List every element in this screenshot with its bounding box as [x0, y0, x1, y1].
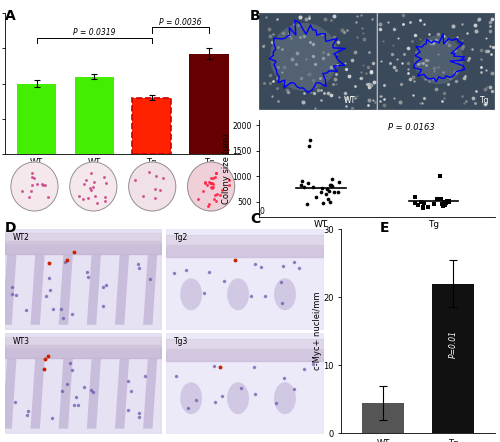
Bar [74, 76, 114, 154]
Point [417, 198, 425, 205]
Text: Tg2: Tg2 [174, 233, 188, 242]
Ellipse shape [180, 382, 202, 414]
Text: WT3: WT3 [13, 337, 30, 346]
Bar [362, 403, 404, 433]
Bar [432, 284, 474, 433]
Point [440, 198, 448, 205]
Bar [17, 84, 56, 154]
Point [302, 200, 310, 207]
Point [334, 188, 342, 195]
Point [440, 203, 448, 210]
Ellipse shape [414, 36, 463, 84]
Text: C: C [250, 212, 260, 226]
Circle shape [11, 162, 58, 211]
Point [420, 205, 428, 212]
Point [318, 185, 326, 192]
Text: 0: 0 [260, 207, 264, 216]
Text: WT: WT [344, 95, 356, 104]
Point [330, 188, 338, 195]
Ellipse shape [227, 278, 249, 310]
Ellipse shape [180, 278, 202, 310]
Point [446, 198, 454, 205]
Ellipse shape [227, 382, 249, 414]
Point [322, 186, 330, 193]
Point [312, 193, 320, 200]
Point [319, 199, 327, 206]
Point [410, 193, 418, 200]
Text: D: D [5, 221, 16, 235]
Point [438, 200, 446, 207]
Text: Tg: Tg [480, 95, 489, 104]
FancyBboxPatch shape [260, 13, 377, 110]
Point [410, 200, 418, 207]
Ellipse shape [270, 23, 338, 91]
Bar [132, 98, 171, 154]
Point [324, 196, 332, 203]
Circle shape [70, 162, 117, 211]
Text: P=0.01: P=0.01 [448, 331, 458, 358]
Point [317, 188, 325, 195]
Point [297, 182, 305, 189]
Point [324, 187, 332, 194]
Point [442, 199, 450, 206]
Ellipse shape [274, 382, 296, 414]
Point [326, 181, 334, 188]
Point [433, 196, 441, 203]
Point [305, 142, 313, 149]
Point [308, 184, 316, 191]
Text: B: B [250, 9, 260, 23]
Point [304, 179, 312, 187]
Point [327, 182, 335, 189]
Text: P = 0.0163: P = 0.0163 [388, 123, 435, 132]
Point [414, 202, 422, 209]
Point [300, 184, 308, 191]
Point [306, 137, 314, 144]
Text: P = 0.0036: P = 0.0036 [159, 18, 202, 27]
Point [445, 197, 453, 204]
Circle shape [128, 162, 176, 211]
Text: P = 0.0319: P = 0.0319 [73, 28, 116, 37]
Point [328, 175, 336, 182]
Y-axis label: c-Myc+ nuclei/mm: c-Myc+ nuclei/mm [312, 292, 322, 370]
Text: E: E [380, 221, 390, 235]
Point [430, 201, 438, 208]
Point [322, 191, 330, 198]
Point [419, 204, 427, 211]
Point [420, 199, 428, 206]
Point [336, 179, 344, 186]
Point [444, 197, 452, 204]
Circle shape [188, 162, 234, 211]
Point [437, 195, 445, 202]
Point [424, 203, 432, 210]
FancyBboxPatch shape [377, 13, 495, 110]
Ellipse shape [274, 278, 296, 310]
Bar [190, 53, 228, 154]
Point [326, 198, 334, 205]
Text: A: A [5, 9, 16, 23]
Point [298, 178, 306, 185]
Text: Tg3: Tg3 [174, 337, 188, 346]
Point [436, 173, 444, 180]
Point [328, 183, 336, 190]
Y-axis label: Colony size (μm): Colony size (μm) [222, 133, 231, 204]
Text: WT2: WT2 [13, 233, 30, 242]
Point [440, 201, 448, 208]
